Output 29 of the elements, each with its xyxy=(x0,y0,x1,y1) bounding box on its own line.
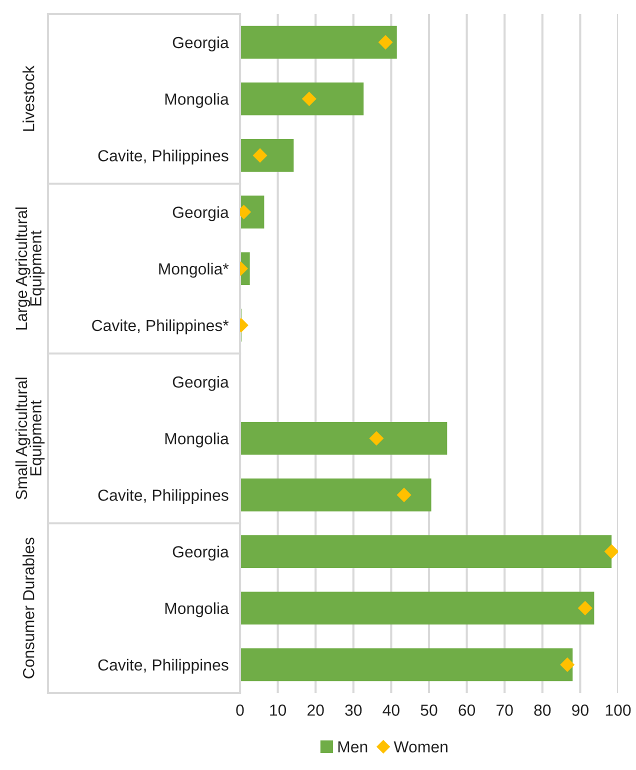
y-tick-label: Mongolia xyxy=(165,432,229,448)
text: Consumer Durables xyxy=(22,538,34,678)
x-tick-label: 90 xyxy=(572,704,588,716)
x-tick-label: 30 xyxy=(345,704,362,716)
x-tick-label: 60 xyxy=(458,704,476,716)
text: Small Agricultural Equipment xyxy=(15,378,45,500)
x-tick-label: 100 xyxy=(606,704,631,716)
x-tick-label: 0 xyxy=(236,704,244,716)
y-tick-label: Mongolia xyxy=(165,602,229,618)
y-tick-label: Georgia xyxy=(172,36,229,52)
y-tick-label: Mongolia* xyxy=(159,262,229,278)
x-tick-label: 80 xyxy=(534,704,551,716)
x-tick-label: 20 xyxy=(308,704,324,716)
y-tick-label: Cavite, Philippines xyxy=(98,150,228,165)
y-tick-label: Cavite, Philippines* xyxy=(92,319,229,334)
legend-label: Women xyxy=(394,741,448,752)
legend-label: Men xyxy=(338,741,368,752)
x-tick-label: 40 xyxy=(382,704,400,716)
text: Livestock xyxy=(22,66,34,131)
x-tick-label: 10 xyxy=(270,704,286,716)
x-tick-label: 70 xyxy=(496,704,513,716)
y-tick-label: Cavite, Philippines xyxy=(98,489,228,504)
y-tick-label: Georgia xyxy=(172,206,229,222)
y-tick-label: Cavite, Philippines xyxy=(98,658,228,674)
x-tick-label: 50 xyxy=(420,704,438,716)
y-tick-label: Georgia xyxy=(172,546,229,561)
y-tick-label: Mongolia xyxy=(165,93,229,108)
y-tick-label: Georgia xyxy=(172,376,229,391)
text: Large Agricultural Equipment xyxy=(15,208,45,330)
